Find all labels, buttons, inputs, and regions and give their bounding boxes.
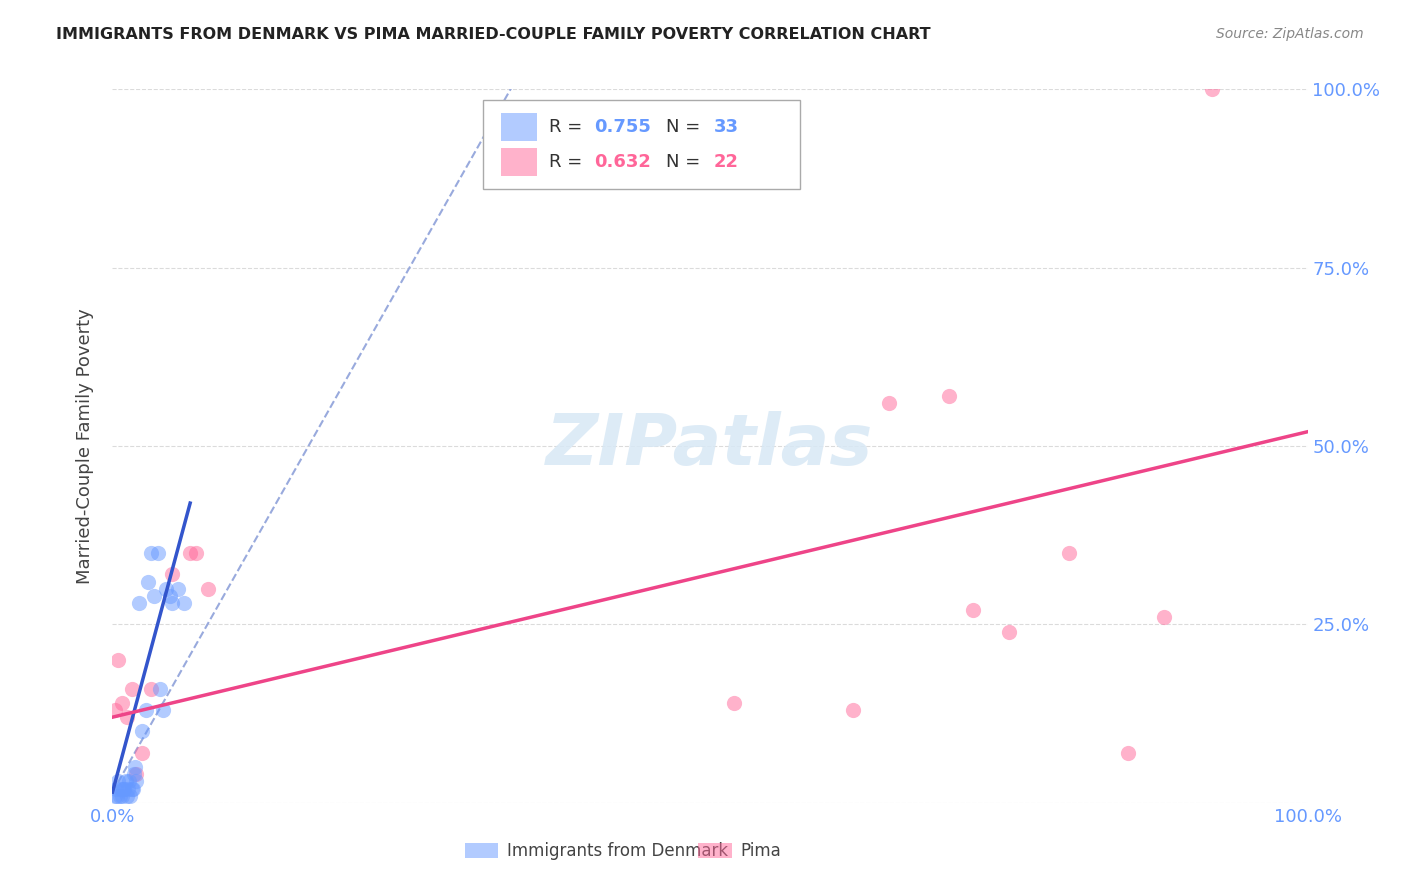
Point	[879, 396, 901, 410]
Point	[112, 781, 135, 796]
Y-axis label: Married-Couple Family Poverty: Married-Couple Family Poverty	[76, 308, 94, 584]
Point	[104, 789, 127, 803]
Point	[117, 781, 139, 796]
Point	[135, 703, 157, 717]
Point	[111, 696, 134, 710]
Text: IMMIGRANTS FROM DENMARK VS PIMA MARRIED-COUPLE FAMILY POVERTY CORRELATION CHART: IMMIGRANTS FROM DENMARK VS PIMA MARRIED-…	[56, 27, 931, 42]
Text: Immigrants from Denmark: Immigrants from Denmark	[508, 842, 728, 860]
Point	[146, 546, 169, 560]
Point	[131, 746, 153, 760]
Point	[121, 781, 143, 796]
FancyBboxPatch shape	[484, 100, 800, 189]
Point	[723, 696, 745, 710]
Point	[118, 774, 141, 789]
Point	[138, 574, 160, 589]
FancyBboxPatch shape	[699, 843, 731, 858]
Point	[149, 681, 172, 696]
Point	[139, 546, 162, 560]
Point	[125, 774, 148, 789]
Text: 22: 22	[714, 153, 738, 171]
Point	[114, 774, 136, 789]
Text: ZIPatlas: ZIPatlas	[547, 411, 873, 481]
Point	[104, 703, 127, 717]
Point	[115, 789, 138, 803]
Point	[115, 710, 138, 724]
Point	[938, 389, 960, 403]
Point	[179, 546, 201, 560]
Point	[173, 596, 195, 610]
Point	[124, 760, 146, 774]
Point	[120, 789, 142, 803]
Text: 33: 33	[714, 118, 738, 136]
FancyBboxPatch shape	[501, 148, 537, 176]
Point	[1118, 746, 1140, 760]
Point	[105, 789, 128, 803]
Point	[962, 603, 984, 617]
Point	[105, 781, 128, 796]
Text: 0.632: 0.632	[595, 153, 651, 171]
Text: Source: ZipAtlas.com: Source: ZipAtlas.com	[1216, 27, 1364, 41]
Text: R =: R =	[548, 118, 588, 136]
Point	[162, 567, 183, 582]
Point	[998, 624, 1021, 639]
Point	[186, 546, 208, 560]
Point	[1153, 610, 1175, 624]
Point	[152, 703, 174, 717]
Text: Pima: Pima	[740, 842, 780, 860]
Point	[107, 774, 129, 789]
Point	[121, 781, 143, 796]
Point	[110, 781, 132, 796]
Point	[842, 703, 865, 717]
Text: R =: R =	[548, 153, 588, 171]
Point	[111, 789, 134, 803]
FancyBboxPatch shape	[501, 113, 537, 141]
Point	[125, 767, 148, 781]
Point	[1057, 546, 1080, 560]
Point	[143, 589, 166, 603]
Point	[114, 781, 135, 796]
Point	[167, 582, 190, 596]
Point	[162, 596, 183, 610]
Point	[128, 596, 150, 610]
Text: N =: N =	[666, 118, 706, 136]
Point	[1201, 82, 1223, 96]
Text: 0.755: 0.755	[595, 118, 651, 136]
FancyBboxPatch shape	[465, 843, 499, 858]
Point	[131, 724, 153, 739]
Point	[121, 681, 143, 696]
Point	[155, 582, 177, 596]
Point	[108, 789, 131, 803]
Point	[107, 653, 129, 667]
Point	[197, 582, 219, 596]
Text: N =: N =	[666, 153, 706, 171]
Point	[159, 589, 181, 603]
Point	[122, 767, 145, 781]
Point	[139, 681, 162, 696]
